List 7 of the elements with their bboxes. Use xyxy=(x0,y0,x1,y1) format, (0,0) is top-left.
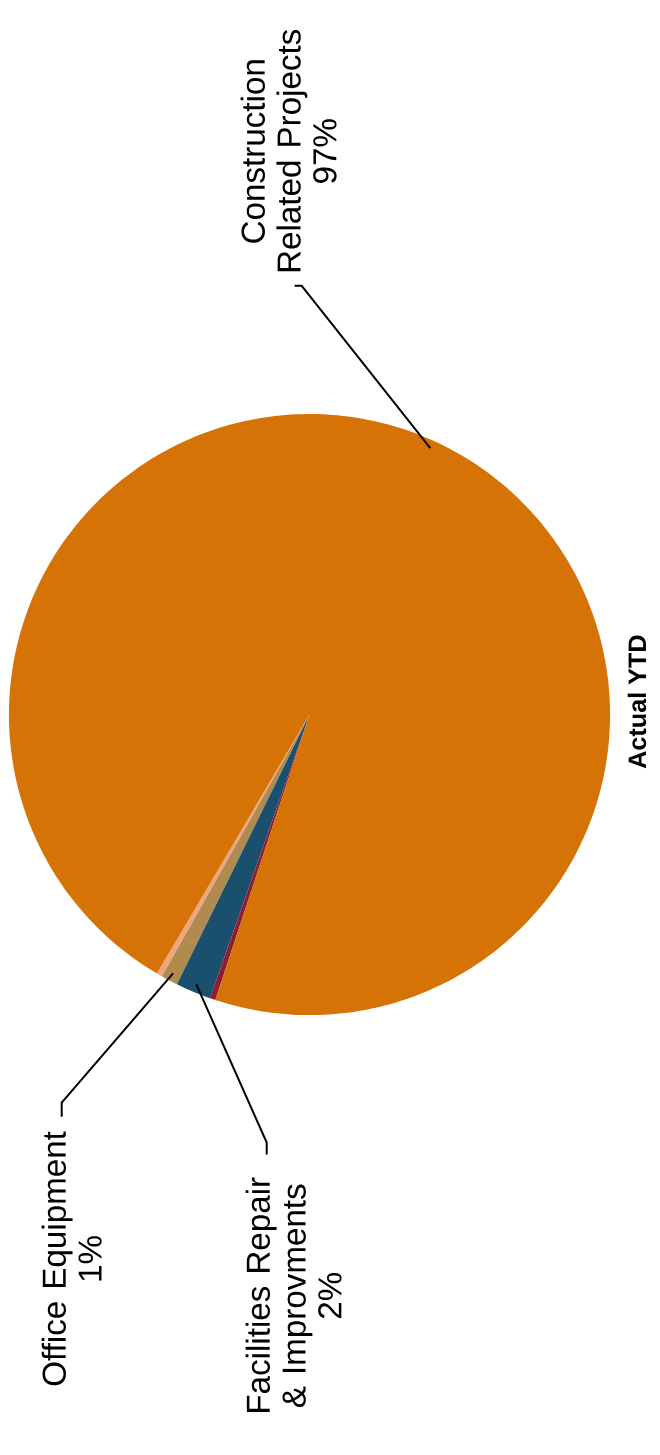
data-label: 97% xyxy=(313,119,337,183)
text: Actual YTD xyxy=(627,635,647,769)
data-label: 1% xyxy=(78,1236,102,1281)
slice-label: Office Equipment xyxy=(41,1131,73,1386)
slice-label: Facilities Repair & Improvments xyxy=(245,1177,313,1412)
data-label: 2% xyxy=(318,1272,342,1319)
slice-label: Construction Related Projects xyxy=(240,29,308,272)
